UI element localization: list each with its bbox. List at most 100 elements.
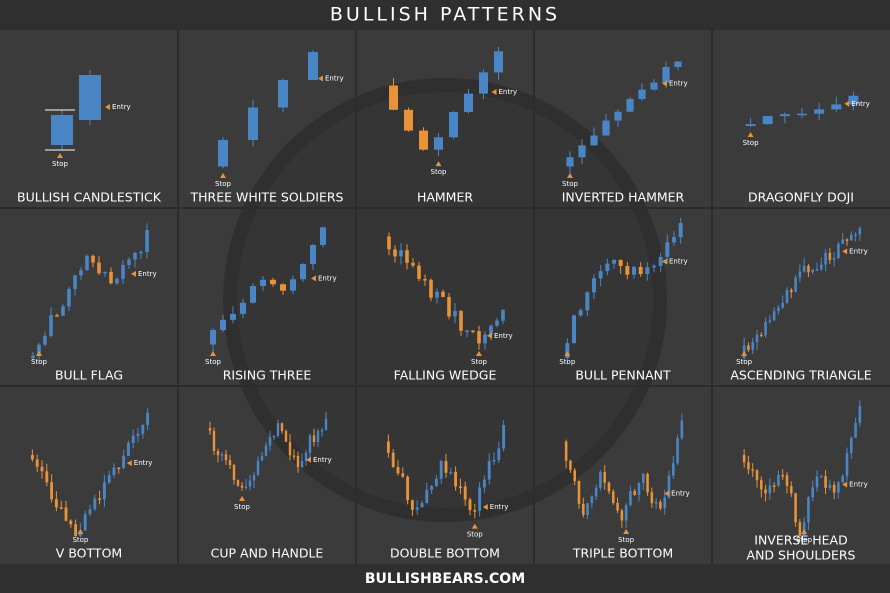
candle-body xyxy=(497,448,501,460)
candle-body xyxy=(40,466,44,472)
entry-label: Entry xyxy=(134,459,153,467)
stop-marker xyxy=(567,173,573,178)
candle-body xyxy=(854,234,857,236)
candle-body xyxy=(43,335,47,345)
stop-marker xyxy=(564,351,571,356)
candle-body xyxy=(387,236,391,250)
candle-body xyxy=(35,459,39,467)
candle-body xyxy=(592,278,596,293)
entry-label: Entry xyxy=(849,481,868,489)
candle-body xyxy=(624,504,628,521)
entry-marker xyxy=(844,100,850,107)
candle-body xyxy=(50,482,54,500)
candle-body xyxy=(270,279,276,285)
candle-body xyxy=(797,113,807,116)
entry-label: Entry xyxy=(138,270,157,278)
candle-body xyxy=(772,485,776,488)
candle-body xyxy=(224,454,228,461)
stop-marker xyxy=(623,529,630,534)
candle-body xyxy=(386,441,390,453)
candle-body xyxy=(439,460,443,479)
candle-body xyxy=(304,452,308,462)
pattern-label: DRAGONFLY DOJI xyxy=(748,190,854,205)
candle-body xyxy=(220,319,226,331)
candle-body xyxy=(590,496,594,504)
candle-body xyxy=(449,471,453,474)
candle-body xyxy=(31,355,35,358)
candle-body xyxy=(30,455,34,460)
candle-body xyxy=(494,51,503,73)
stop-label: Stop xyxy=(559,358,575,366)
candle-body xyxy=(590,135,598,146)
candle-body xyxy=(582,503,585,515)
candle-body xyxy=(447,296,451,317)
candle-body xyxy=(420,503,424,508)
candle-body xyxy=(831,104,842,110)
candle-body xyxy=(296,455,300,468)
candle-body xyxy=(308,435,312,453)
entry-label: Entry xyxy=(112,103,131,111)
candle-body xyxy=(785,475,789,486)
candle-body xyxy=(798,271,802,278)
candle-body xyxy=(612,491,615,503)
candle-body xyxy=(216,450,220,456)
candle-body xyxy=(98,498,102,500)
candle-body xyxy=(391,452,395,468)
candle-body xyxy=(667,475,671,498)
candle-body xyxy=(760,334,763,337)
candle-body xyxy=(492,459,496,462)
candle-body xyxy=(45,471,49,483)
candle-body xyxy=(779,114,790,117)
candle-body xyxy=(240,485,244,488)
candle-body xyxy=(458,486,462,488)
candle-body xyxy=(658,256,663,266)
candle-body xyxy=(280,423,284,432)
entry-label: Entry xyxy=(849,247,868,255)
candle-body xyxy=(320,430,324,432)
candle-body xyxy=(256,460,260,476)
candle-body xyxy=(633,490,636,495)
candle-body xyxy=(109,271,113,284)
candle-body xyxy=(85,255,89,271)
candle-body xyxy=(425,489,429,504)
candle-body xyxy=(794,493,797,523)
candle-body xyxy=(435,291,439,298)
candle-body xyxy=(300,264,306,280)
stop-label: Stop xyxy=(618,536,634,544)
candle-body xyxy=(54,499,58,508)
entry-label: Entry xyxy=(499,88,518,96)
candle-body xyxy=(292,455,296,457)
candle-body xyxy=(755,470,759,481)
candle-body xyxy=(837,482,840,493)
candle-body xyxy=(828,252,832,260)
stop-marker xyxy=(57,153,63,158)
candle-body xyxy=(401,473,405,477)
stop-marker xyxy=(239,495,245,501)
candle-body xyxy=(777,474,780,486)
candle-body xyxy=(760,480,763,490)
candle-body xyxy=(742,455,746,463)
candle-body xyxy=(102,482,106,500)
candle-body xyxy=(638,266,643,275)
candle-body xyxy=(248,107,258,140)
candle-body xyxy=(614,111,622,121)
footer-bar xyxy=(0,564,890,593)
stop-marker xyxy=(220,173,226,178)
candle-body xyxy=(598,271,603,279)
candle-body xyxy=(672,237,676,243)
candle-body xyxy=(814,109,825,114)
pattern-label: HAMMER xyxy=(417,190,473,205)
candle-body xyxy=(141,424,145,434)
candle-body xyxy=(49,315,53,336)
candle-body xyxy=(429,279,433,298)
candle-body xyxy=(585,292,590,311)
candle-body xyxy=(745,124,756,126)
candle-body xyxy=(845,453,849,477)
candle-body xyxy=(310,245,316,265)
candle-body xyxy=(650,492,654,504)
stop-label: Stop xyxy=(471,358,487,366)
candle-body xyxy=(260,456,264,461)
candle-body xyxy=(218,139,228,167)
candle-body xyxy=(471,330,475,333)
candle-body xyxy=(389,85,398,110)
